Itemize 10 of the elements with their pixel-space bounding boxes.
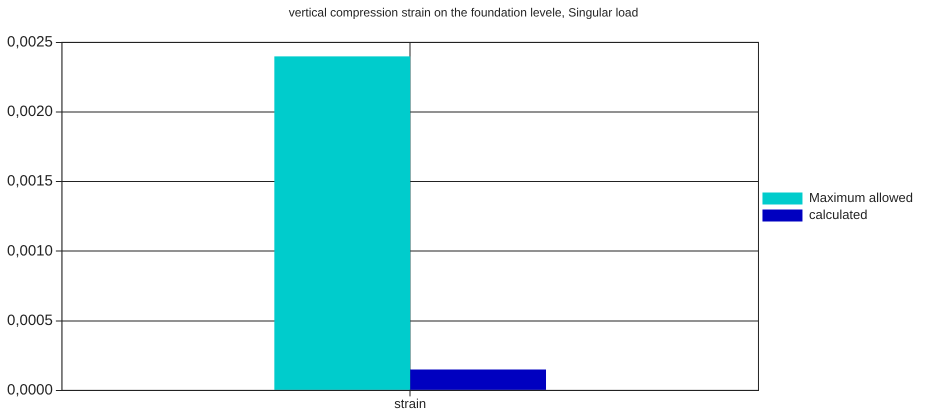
y-tick-label: 0,0010 xyxy=(6,242,53,260)
legend-label: calculated xyxy=(808,207,868,222)
chart-title: vertical compression strain on the foundation levele, Singular load xyxy=(288,6,638,20)
legend-label: Maximum allowed xyxy=(808,190,914,206)
y-tick-label: 0,0000 xyxy=(6,382,53,399)
y-tick-label: 0,0020 xyxy=(6,103,53,120)
y-tick-label: 0,0015 xyxy=(6,172,53,190)
x-tick-label: strain xyxy=(394,396,426,411)
y-tick-label: 0,0025 xyxy=(6,34,53,51)
y-tick-label: 0,0005 xyxy=(6,312,53,329)
